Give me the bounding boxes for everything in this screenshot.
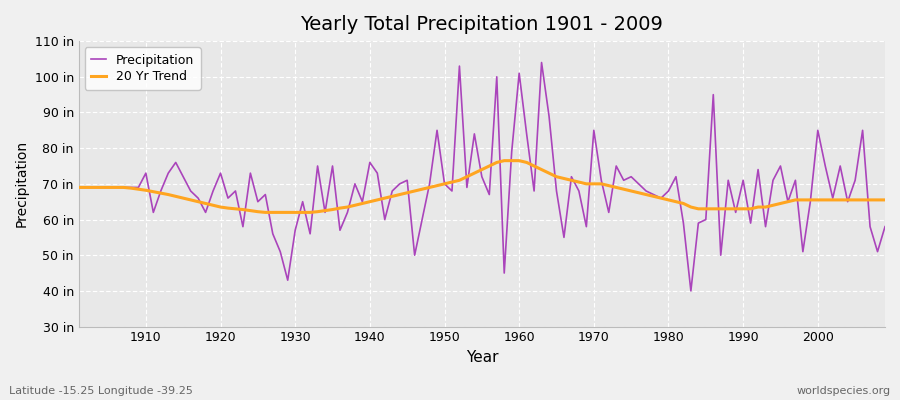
20 Yr Trend <box>528 164 539 168</box>
Precipitation <box>73 185 84 190</box>
Precipitation <box>514 71 525 76</box>
20 Yr Trend <box>305 210 316 215</box>
Precipitation <box>342 210 353 215</box>
Y-axis label: Precipitation: Precipitation <box>15 140 29 228</box>
20 Yr Trend <box>73 185 84 190</box>
Legend: Precipitation, 20 Yr Trend: Precipitation, 20 Yr Trend <box>85 47 201 90</box>
Precipitation <box>133 185 144 190</box>
Precipitation <box>686 288 697 293</box>
Line: 20 Yr Trend: 20 Yr Trend <box>78 161 885 212</box>
Text: Latitude -15.25 Longitude -39.25: Latitude -15.25 Longitude -39.25 <box>9 386 193 396</box>
X-axis label: Year: Year <box>465 350 498 365</box>
Precipitation <box>879 224 890 229</box>
20 Yr Trend <box>133 187 144 192</box>
20 Yr Trend <box>618 187 629 192</box>
Precipitation <box>611 164 622 168</box>
Line: Precipitation: Precipitation <box>78 62 885 291</box>
Title: Yearly Total Precipitation 1901 - 2009: Yearly Total Precipitation 1901 - 2009 <box>301 15 663 34</box>
Precipitation <box>297 199 308 204</box>
Text: worldspecies.org: worldspecies.org <box>796 386 891 396</box>
20 Yr Trend <box>521 160 532 165</box>
20 Yr Trend <box>349 203 360 208</box>
20 Yr Trend <box>260 210 271 215</box>
20 Yr Trend <box>879 198 890 202</box>
Precipitation <box>536 60 547 65</box>
Precipitation <box>507 149 517 154</box>
20 Yr Trend <box>499 158 509 163</box>
